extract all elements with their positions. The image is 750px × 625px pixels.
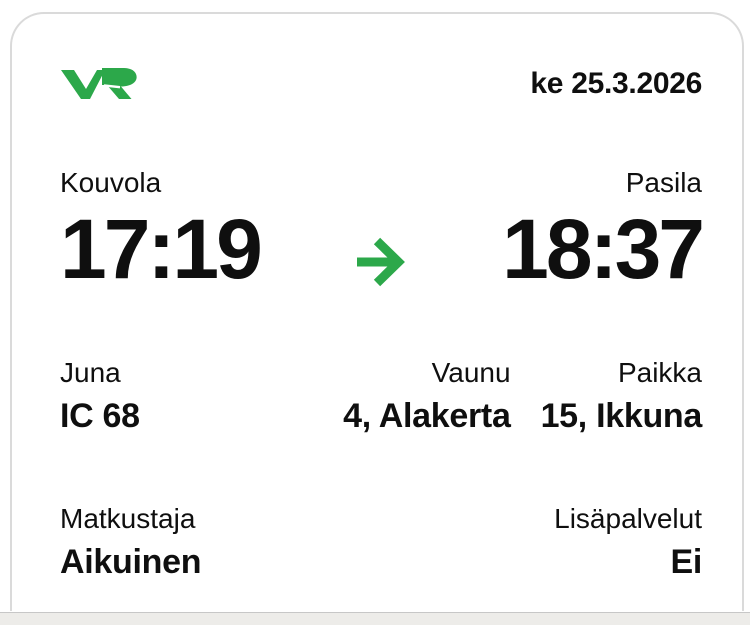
journey-section: Kouvola 17:19 Pasila 18:37 (60, 166, 705, 296)
carriage-label: Vaunu (431, 357, 511, 388)
extras-label: Lisäpalvelut (554, 503, 702, 534)
travel-date: ke 25.3.2026 (530, 67, 702, 100)
passenger-label: Matkustaja (60, 503, 196, 534)
seat-field: Paikka 15, Ikkuna (540, 356, 703, 438)
extras-field: Lisäpalvelut Ei (554, 502, 702, 584)
train-label: Juna (60, 357, 121, 388)
arrow-right-icon (343, 234, 419, 290)
train-field: Juna IC 68 (60, 356, 140, 438)
train-value: IC 68 (60, 397, 140, 435)
ticket-header: ke 25.3.2026 (60, 64, 702, 104)
passenger-value: Aikuinen (60, 543, 202, 581)
arrival-time: 18:37 (502, 202, 705, 296)
extras-value: Ei (670, 543, 702, 581)
ticket-card: ke 25.3.2026 Kouvola 17:19 Pasila 18:37 … (10, 12, 744, 611)
departure-block: Kouvola 17:19 (60, 166, 343, 292)
seat-label: Paikka (617, 357, 702, 388)
carriage-value: 4, Alakerta (343, 397, 511, 435)
arrival-station: Pasila (625, 167, 702, 198)
vr-logo-icon (60, 66, 138, 102)
seat-value: 15, Ikkuna (540, 397, 703, 435)
departure-time: 17:19 (60, 202, 263, 296)
passenger-field: Matkustaja Aikuinen (60, 502, 201, 584)
train-details-section: Juna IC 68 Vaunu 4, Alakerta Paikka 15, … (60, 356, 702, 438)
departure-station: Kouvola (60, 167, 162, 198)
arrival-block: Pasila 18:37 (419, 166, 705, 296)
passenger-section: Matkustaja Aikuinen Lisäpalvelut Ei (60, 502, 702, 584)
carriage-field: Vaunu 4, Alakerta (170, 356, 511, 438)
page-background-strip (0, 612, 750, 625)
